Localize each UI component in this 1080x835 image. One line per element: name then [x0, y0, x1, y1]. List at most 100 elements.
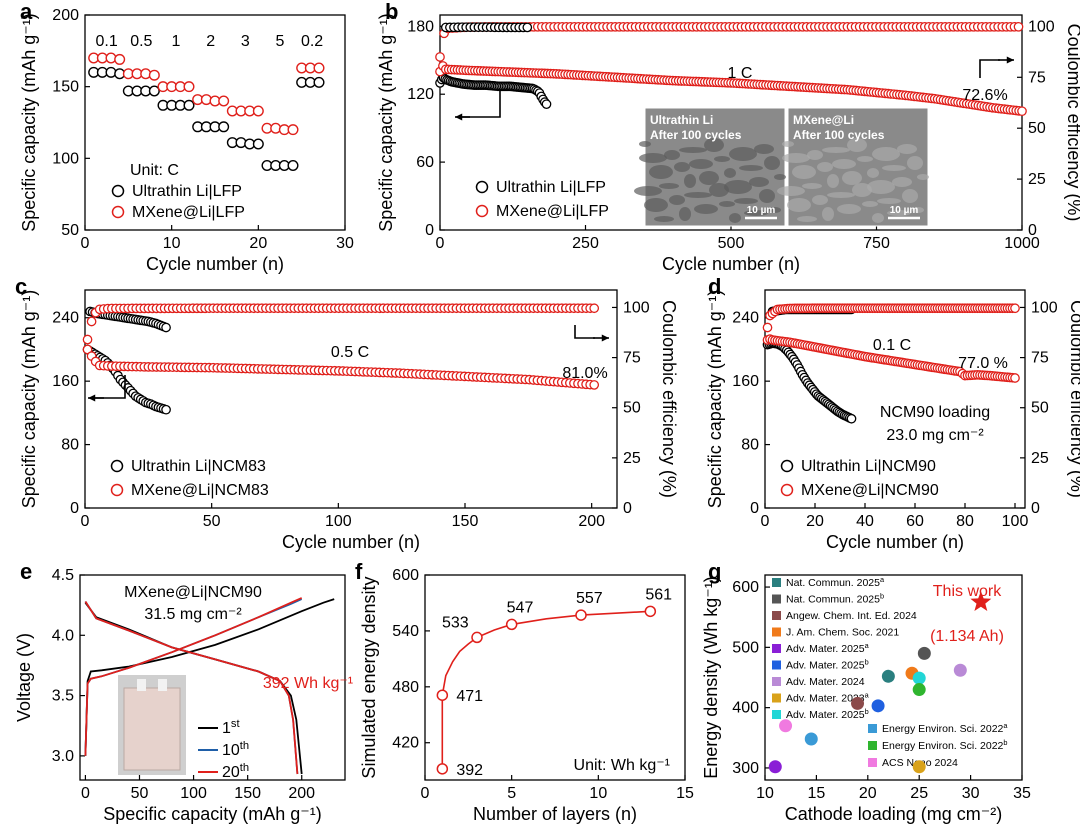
- legend-entry: Ultrathin Li|NCM83: [131, 458, 266, 475]
- panel-label: a: [20, 0, 33, 24]
- legend-entry: Ultrathin Li|LFP: [132, 183, 242, 200]
- y2-tick-label: 100: [1031, 299, 1058, 316]
- y2-axis-label: Coulombic efficiency (%): [659, 300, 679, 498]
- energy-label: 392 Wh kg⁻¹: [263, 675, 353, 692]
- sem-texture: [827, 192, 855, 198]
- legend-entry-marker: [475, 204, 489, 218]
- sem-texture: [684, 174, 696, 188]
- sem-texture: [694, 204, 718, 214]
- cycling-point: [82, 334, 93, 345]
- cycling-point: [846, 413, 857, 424]
- legend-entry: Adv. Mater. 2025b: [786, 657, 869, 672]
- panel-title: MXene@Li|NCM90: [124, 584, 262, 601]
- y-axis-label: Voltage (V): [14, 633, 34, 722]
- rate-label: 2: [206, 33, 215, 50]
- energy-density-point: [644, 605, 657, 618]
- y2-tick-label: 75: [623, 350, 641, 367]
- rate-point: [148, 85, 160, 97]
- pouch-cell-photo: [118, 675, 186, 775]
- x-tick-label: 100: [1002, 513, 1029, 530]
- energy-density-point: [436, 763, 449, 775]
- sem-texture: [782, 153, 810, 163]
- sem-texture: [912, 207, 924, 213]
- legend-entry: Ultrathin Li|LFP: [496, 179, 606, 196]
- sem-texture: [782, 141, 794, 147]
- sem-texture: [822, 147, 850, 153]
- point-label: 557: [576, 590, 603, 607]
- legend-swatch: [772, 644, 781, 653]
- legend-swatch: [772, 611, 781, 620]
- inset-title: MXene@Li: [793, 113, 854, 127]
- x-tick-label: 0: [81, 785, 90, 802]
- y-tick-label: 4.0: [52, 627, 74, 644]
- y-tick-label: 180: [407, 18, 434, 35]
- sem-texture: [832, 159, 856, 169]
- x-tick-label: 1000: [1004, 235, 1040, 252]
- x-tick-label: 5: [507, 785, 516, 802]
- cycling-point: [541, 99, 552, 110]
- y2-tick-label: 0: [1031, 500, 1040, 517]
- literature-point: [804, 732, 818, 746]
- cycling-point: [762, 322, 773, 333]
- legend-entry: MXene@Li|LFP: [496, 203, 609, 220]
- legend-entry: Nat. Commun. 2025b: [786, 591, 884, 606]
- x-tick-label: 15: [808, 785, 826, 802]
- sem-texture: [902, 189, 918, 203]
- legend-swatch: [868, 741, 877, 750]
- x-tick-label: 200: [288, 785, 315, 802]
- sem-texture: [729, 147, 757, 161]
- legend-swatch: [868, 758, 877, 767]
- sem-texture: [847, 138, 867, 152]
- legend-swatch: [772, 627, 781, 637]
- x-axis-label: Cycle number (n): [662, 254, 800, 274]
- legend-swatch: [772, 594, 781, 604]
- x-tick-label: 0: [81, 513, 90, 530]
- y-tick-label: 80: [61, 437, 79, 454]
- legend-swatch: [772, 677, 781, 686]
- sem-texture: [867, 180, 895, 194]
- energy-density-point: [575, 609, 587, 621]
- y-tick-label: 50: [61, 222, 79, 239]
- rate-label: 0.1 C: [873, 337, 911, 354]
- y-axis-label: Specific capacity (mAh g⁻¹): [376, 13, 396, 232]
- legend-swatch: [772, 660, 781, 670]
- sem-texture: [634, 186, 662, 196]
- this-work-star: [970, 591, 992, 611]
- rate-label: 0.5 C: [331, 344, 369, 361]
- x-tick-label: 20: [249, 235, 267, 252]
- point-label: 392: [456, 762, 483, 779]
- cycling-point: [161, 322, 171, 333]
- point-label: 561: [645, 586, 672, 603]
- sem-texture: [729, 213, 741, 223]
- y-tick-label: 80: [741, 437, 759, 454]
- legend-entry-marker: [475, 180, 489, 194]
- sem-texture: [887, 210, 911, 216]
- rate-point: [313, 76, 325, 88]
- x-axis-label: Number of layers (n): [473, 804, 637, 824]
- y2-tick-label: 100: [623, 299, 650, 316]
- y-tick-label: 420: [392, 735, 419, 752]
- panel-label: d: [708, 274, 721, 299]
- literature-point: [871, 699, 885, 713]
- legend-entry: MXene@Li|NCM83: [131, 482, 269, 499]
- cycling-point: [435, 52, 445, 62]
- point-label: 547: [507, 599, 534, 616]
- legend-entry-marker: [111, 205, 125, 219]
- rate-point: [218, 121, 230, 133]
- legend-entry: MXene@Li|LFP: [132, 204, 245, 221]
- sem-texture: [877, 198, 901, 204]
- y2-tick-label: 50: [1028, 120, 1046, 137]
- y2-tick-label: 50: [623, 400, 641, 417]
- legend-entry: Energy Environ. Sci. 2022b: [882, 738, 1008, 753]
- x-tick-label: 0: [436, 235, 445, 252]
- sem-texture: [857, 156, 873, 162]
- y-tick-label: 400: [732, 700, 759, 717]
- y-tick-label: 500: [732, 639, 759, 656]
- y-tick-label: 0: [425, 222, 434, 239]
- energy-density-point: [505, 618, 518, 631]
- y-axis-label: Specific capacity (mAh g⁻¹): [705, 290, 725, 509]
- voltage-curve-discharge: [84, 601, 299, 775]
- this-work-label: This work: [933, 583, 1002, 600]
